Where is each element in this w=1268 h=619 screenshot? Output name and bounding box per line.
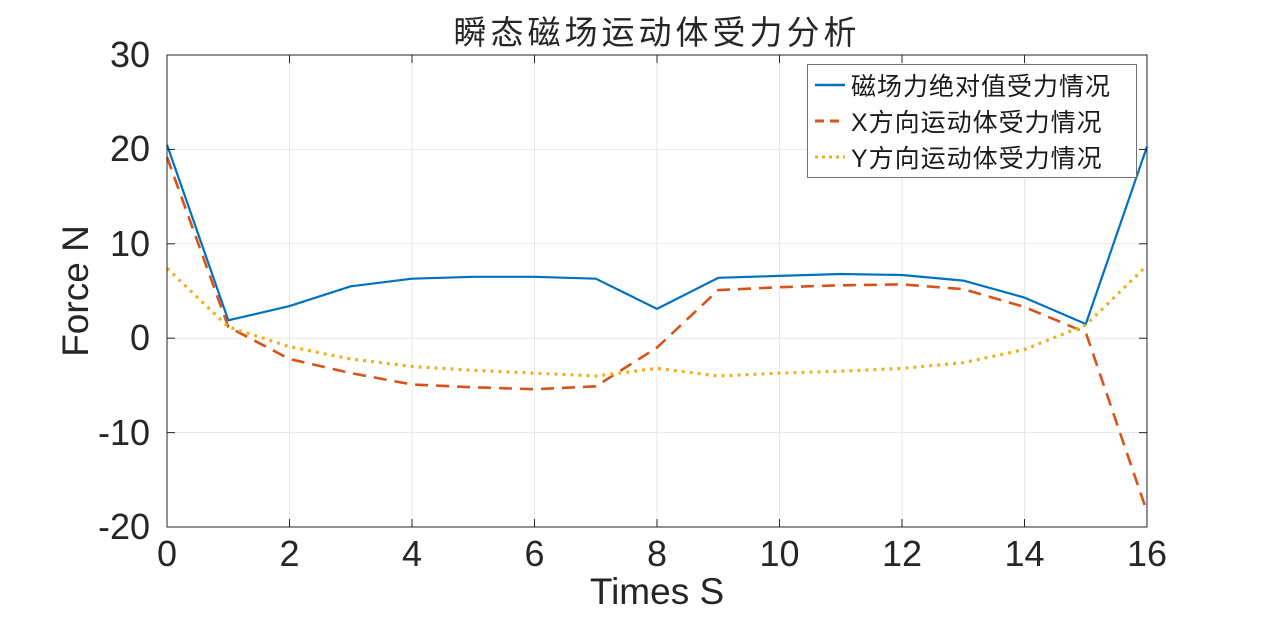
chart-title: 瞬态磁场运动体受力分析 <box>453 14 861 51</box>
x-tick-label: 2 <box>279 533 300 574</box>
legend-label: Y方向运动体受力情况 <box>851 145 1103 173</box>
x-tick-label: 0 <box>156 533 178 574</box>
x-tick-label: 12 <box>881 533 923 574</box>
legend-label: X方向运动体受力情况 <box>851 109 1103 137</box>
series-line-1 <box>165 156 1149 513</box>
y-tick-label: -20 <box>97 506 150 547</box>
legend-item-2: Y方向运动体受力情况 <box>813 139 1136 175</box>
y-tick-label: 20 <box>109 128 150 170</box>
legend-label: 磁场力绝对值受力情况 <box>851 73 1112 101</box>
legend-marker-solid <box>815 83 845 87</box>
x-tick-label: 8 <box>646 533 668 574</box>
legend-marker-dotted <box>815 155 845 159</box>
x-tick-label: 14 <box>1004 533 1045 574</box>
legend-item-0: 磁场力绝对值受力情况 <box>813 67 1136 103</box>
legend-marker-dashed <box>815 119 845 123</box>
legend: 磁场力绝对值受力情况 X方向运动体受力情况 Y方向运动体受力情况 <box>807 64 1137 178</box>
x-axis-label: Times S <box>589 571 725 612</box>
series-line-0 <box>165 144 1149 326</box>
axes-box <box>166 54 1148 528</box>
y-tick-label: 30 <box>109 34 150 75</box>
x-tick-label: 6 <box>524 533 545 574</box>
legend-item-1: X方向运动体受力情况 <box>813 103 1136 139</box>
y-axis-label-text: Force N <box>55 225 96 357</box>
x-tick-label: 10 <box>759 533 800 574</box>
y-tick-label: 0 <box>129 317 150 359</box>
y-tick-label: 10 <box>109 222 150 264</box>
y-tick-label: -10 <box>97 411 150 453</box>
x-tick-label: 16 <box>1126 533 1168 574</box>
x-tick-label: 4 <box>401 533 423 574</box>
